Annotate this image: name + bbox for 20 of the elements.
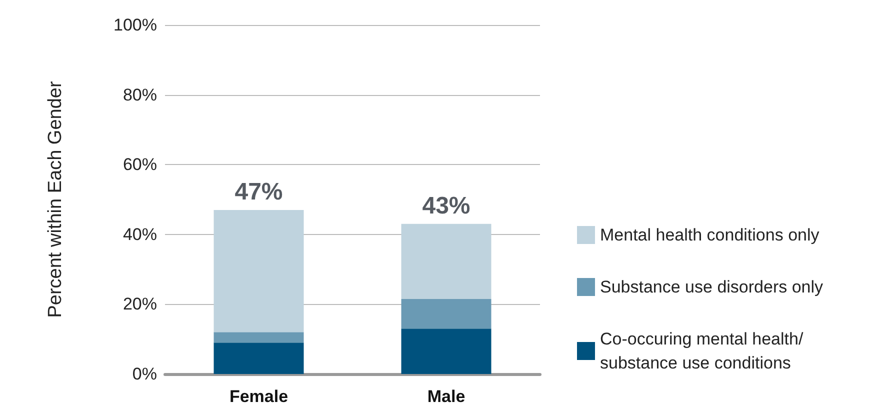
bar: [214, 342, 304, 374]
legend-label: Substance use disorders only: [600, 278, 824, 296]
bar: [401, 328, 492, 374]
y-tick-label: 20%: [122, 294, 157, 314]
x-tick-label: Female: [229, 387, 288, 406]
y-tick-label: 40%: [122, 224, 157, 244]
y-tick-label: 0%: [132, 364, 157, 384]
bar: [401, 298, 492, 329]
y-tick-label: 80%: [122, 85, 157, 104]
total-label: 47%: [234, 178, 283, 206]
legend-label: Co-occuring mental health/ substance use conditions: [600, 330, 808, 372]
bar: [214, 210, 304, 332]
y-axis-title: Percent within Each Gender: [45, 80, 66, 318]
total-label: 43%: [422, 192, 470, 220]
y-tick-label: 60%: [122, 155, 157, 174]
bar: [401, 224, 492, 299]
legend-label: Mental health conditions only: [600, 226, 820, 244]
y-tick-label: 100%: [114, 16, 157, 34]
x-tick-label: Male: [427, 387, 466, 406]
bar: [214, 332, 304, 343]
